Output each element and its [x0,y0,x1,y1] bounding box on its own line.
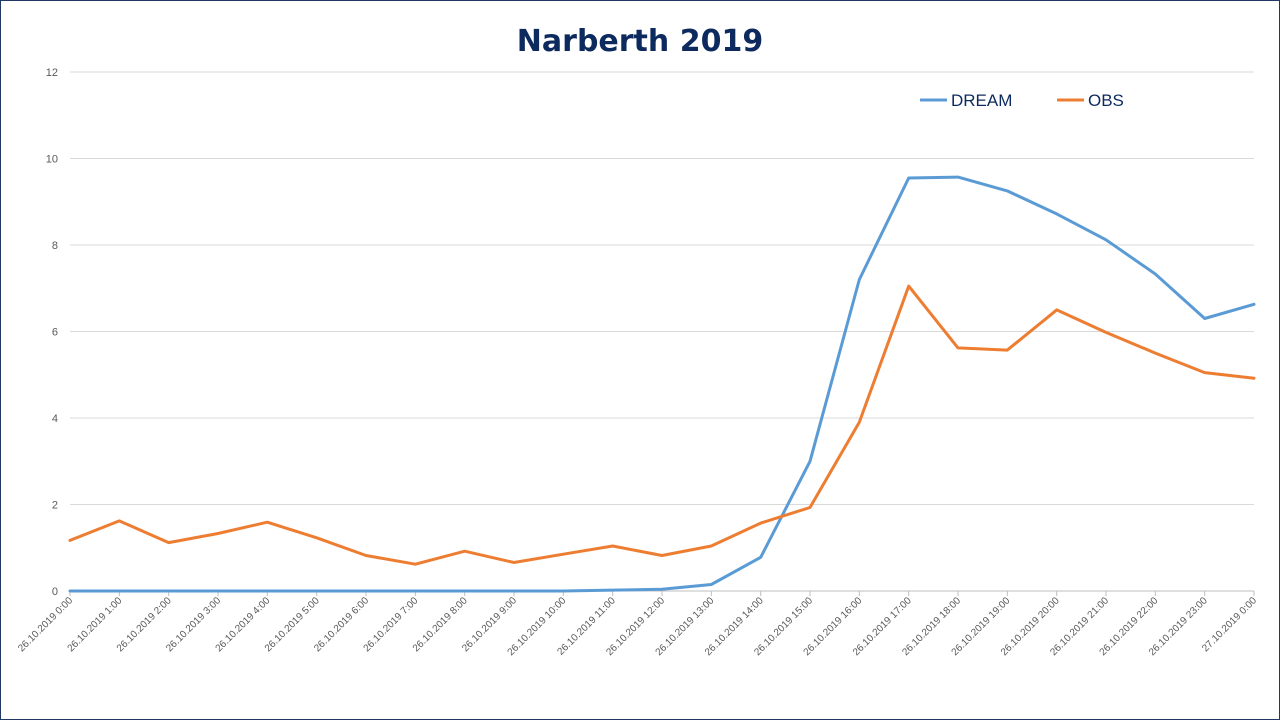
x-tick-label: 27.10.2019 0:00 [1200,595,1259,654]
series-lines [68,175,1256,593]
y-axis-ticks: 0 2 4 6 8 10 12 [46,67,58,598]
legend-label-dream: DREAM [951,91,1012,110]
series-line-obs [68,284,1256,566]
gridlines [70,71,1254,592]
y-tick-label: 12 [46,67,58,79]
legend-label-obs: OBS [1088,91,1124,110]
y-tick-label: 0 [52,586,58,598]
y-tick-label: 2 [52,500,58,512]
legend: DREAM OBS [920,91,1124,110]
chart-title: Narberth 2019 [516,24,764,59]
y-tick-label: 6 [52,327,58,339]
y-tick-label: 10 [46,154,58,166]
series-line-dream [68,175,1256,593]
y-tick-label: 8 [52,240,58,252]
y-tick-label: 4 [52,413,58,425]
